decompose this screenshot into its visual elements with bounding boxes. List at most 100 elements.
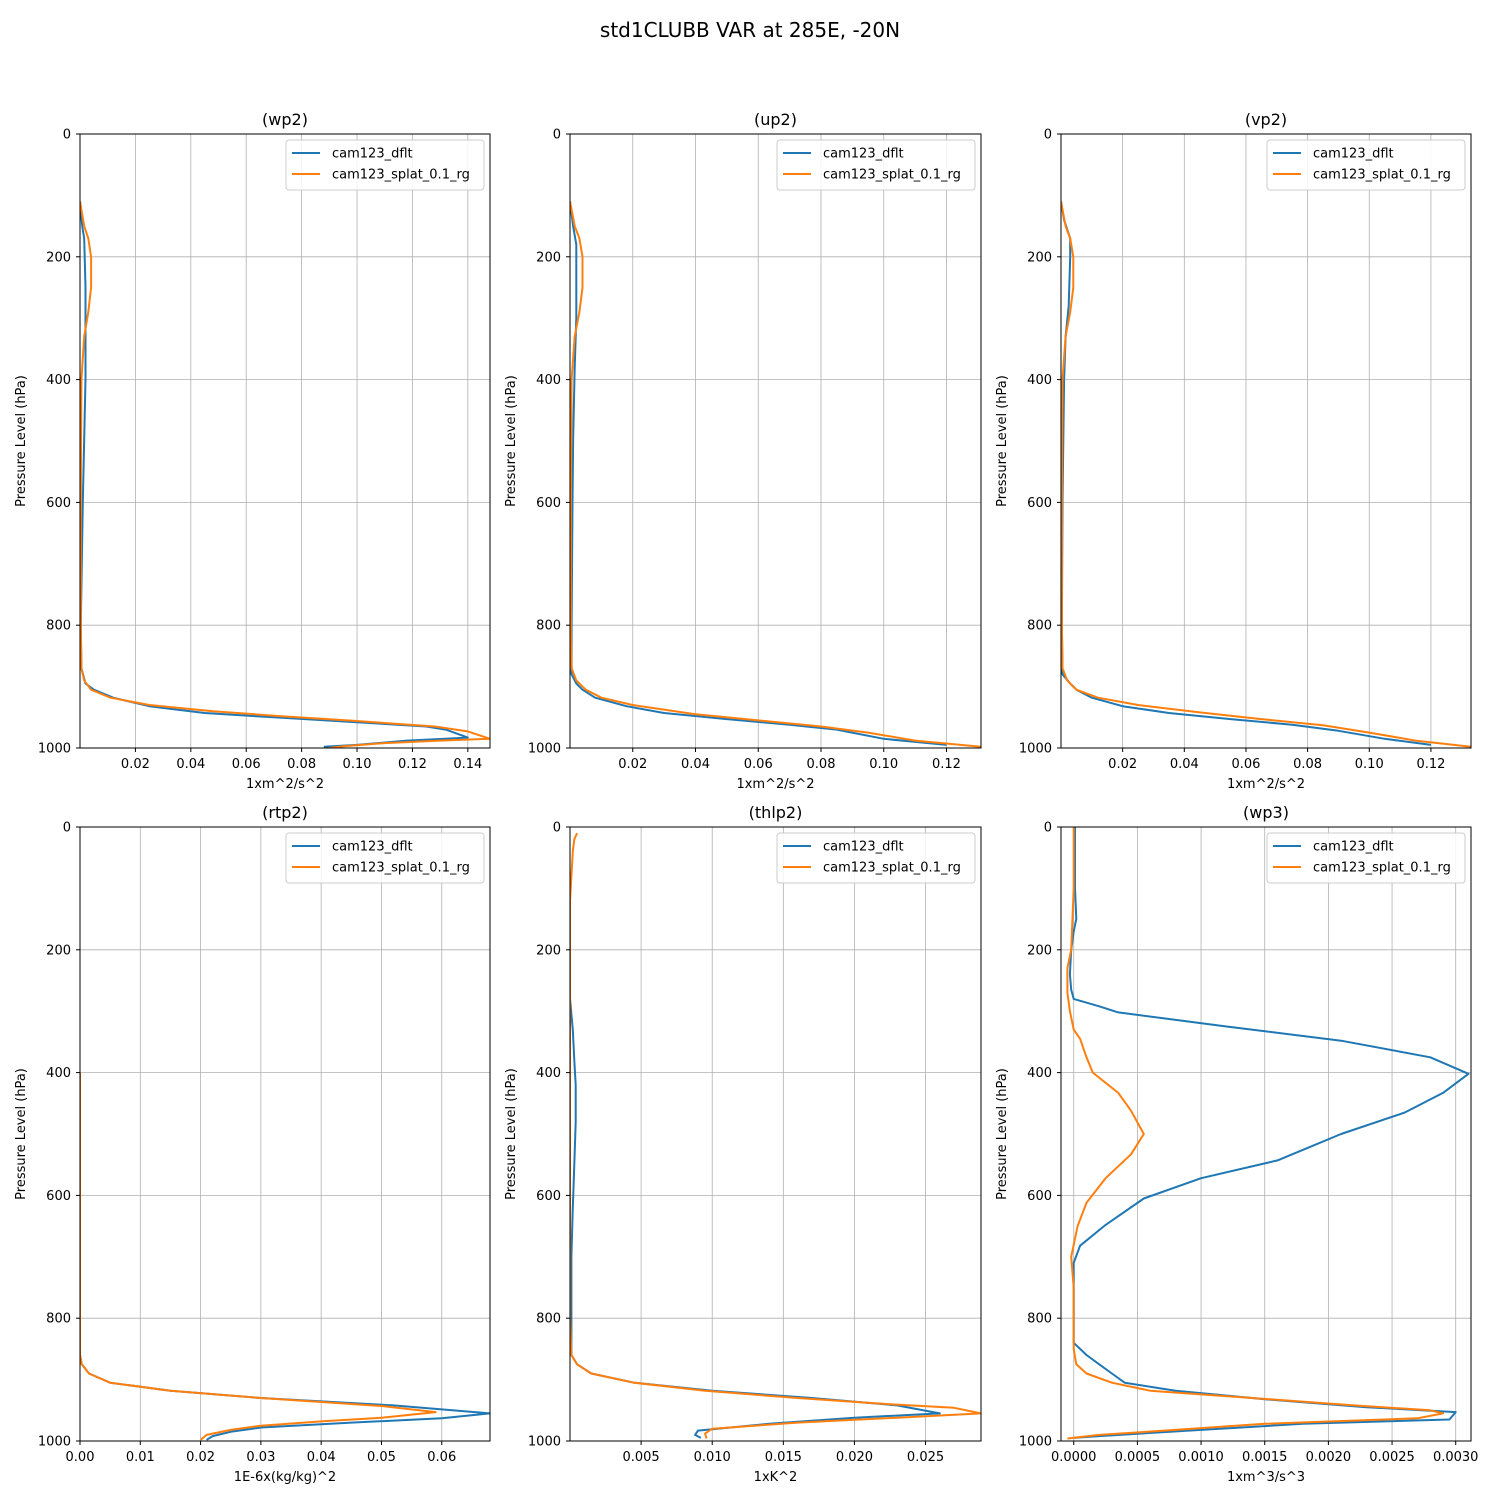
y-tick-label: 800 [1027, 619, 1052, 634]
legend-box [1266, 139, 1466, 191]
legend-box [285, 832, 485, 884]
legend-label: cam123_dflt [332, 840, 413, 855]
y-tick-label: 800 [46, 1312, 71, 1327]
x-tick-label: 0.0000 [1051, 1450, 1097, 1465]
plot-frame [79, 826, 491, 1442]
x-tick-label: 0.0030 [1433, 1450, 1479, 1465]
y-axis-label: Pressure Level (hPa) [504, 375, 519, 507]
x-axis-label: 1xm^2/s^2 [736, 777, 814, 792]
x-tick-label: 0.10 [343, 757, 372, 772]
x-tick-label: 0.12 [398, 757, 427, 772]
legend-box [776, 139, 976, 191]
x-tick-label: 0.02 [186, 1450, 215, 1465]
series-line-cam123_dflt [1068, 827, 1470, 1439]
plot-frame [1060, 826, 1472, 1442]
plot-frame [569, 133, 982, 749]
x-tick-label: 0.04 [1170, 757, 1199, 772]
y-tick-label: 1000 [1019, 1435, 1052, 1450]
x-axis-label: 1xm^2/s^2 [1227, 777, 1305, 792]
series-line-cam123_splat_0.1_rg [570, 832, 981, 1439]
legend-label: cam123_dflt [1313, 147, 1394, 162]
y-tick-label: 1000 [1019, 742, 1052, 757]
x-tick-label: 0.02 [1108, 757, 1137, 772]
x-tick-label: 0.025 [907, 1450, 944, 1465]
legend: cam123_dflt cam123_splat_0.1_rg [776, 832, 976, 884]
x-tick-label: 0.08 [1293, 757, 1322, 772]
series-line-cam123_dflt [570, 201, 947, 746]
x-tick-label: 0.02 [618, 757, 647, 772]
x-tick-label: 0.0020 [1306, 1450, 1352, 1465]
x-tick-label: 0.00 [66, 1450, 95, 1465]
x-tick-label: 0.05 [367, 1450, 396, 1465]
x-tick-label: 0.06 [427, 1450, 456, 1465]
y-tick-label: 200 [1027, 943, 1052, 958]
panel-up2: 0.02 0.04 0.06 0.08 0.10 0.12 0 200 400 600 800 100… [504, 110, 982, 792]
x-tick-label: 0.06 [232, 757, 261, 772]
panel-rtp2: 0.00 0.01 0.02 0.03 0.04 0.05 0.06 0 200 400 600 80… [14, 803, 491, 1485]
x-axis-label: 1E-6x(kg/kg)^2 [234, 1470, 336, 1485]
x-tick-label: 0.06 [744, 757, 773, 772]
x-axis-label: 1xK^2 [754, 1470, 798, 1485]
x-axis-label: 1xm^3/s^3 [1227, 1470, 1305, 1485]
figure-title: std1CLUBB VAR at 285E, -20N [600, 18, 900, 42]
panel-wp3: 0.0000 0.0005 0.0010 0.0015 0.0020 0.0025 0.00… [995, 803, 1478, 1485]
legend: cam123_dflt cam123_splat_0.1_rg [1266, 832, 1466, 884]
x-tick-label: 0.10 [869, 757, 898, 772]
y-tick-label: 400 [536, 373, 561, 388]
y-tick-label: 200 [46, 943, 71, 958]
y-tick-label: 1000 [528, 742, 561, 757]
panel-title: (wp2) [262, 110, 308, 129]
x-tick-label: 0.04 [307, 1450, 336, 1465]
x-tick-label: 0.0010 [1178, 1450, 1224, 1465]
y-tick-label: 800 [46, 619, 71, 634]
legend-label: cam123_splat_0.1_rg [823, 168, 961, 183]
series-line-cam123_splat_0.1_rg [570, 201, 981, 748]
y-tick-label: 400 [1027, 1066, 1052, 1081]
panel-vp2: 0.02 0.04 0.06 0.08 0.10 0.12 0 200 400 600 800 100… [995, 110, 1472, 792]
y-tick-label: 200 [1027, 250, 1052, 265]
panel-thlp2: 0.005 0.010 0.015 0.020 0.025 0 200 400 600 800 10… [504, 803, 982, 1485]
x-tick-label: 0.08 [287, 757, 316, 772]
x-tick-label: 0.08 [807, 757, 836, 772]
x-tick-label: 0.0005 [1115, 1450, 1161, 1465]
plot-frame [79, 133, 491, 749]
y-tick-label: 200 [46, 250, 71, 265]
x-tick-label: 0.04 [176, 757, 205, 772]
series-line-cam123_dflt [80, 201, 469, 748]
y-tick-label: 0 [1044, 821, 1052, 836]
panel-wp2: 0.02 0.04 0.06 0.08 0.10 0.12 0.14 0 200 400 600 80… [14, 110, 491, 792]
y-tick-label: 600 [1027, 496, 1052, 511]
y-tick-label: 200 [536, 943, 561, 958]
x-axis-label: 1xm^2/s^2 [246, 777, 324, 792]
series-line-cam123_splat_0.1_rg [1066, 827, 1444, 1440]
y-tick-label: 0 [553, 821, 561, 836]
legend-label: cam123_dflt [823, 147, 904, 162]
series-line-cam123_splat_0.1_rg [1061, 201, 1471, 748]
series-line-cam123_dflt [570, 998, 941, 1439]
y-tick-label: 400 [46, 373, 71, 388]
y-tick-label: 800 [536, 1312, 561, 1327]
x-tick-label: 0.01 [126, 1450, 155, 1465]
panel-title: (thlp2) [749, 803, 803, 822]
y-tick-label: 0 [553, 128, 561, 143]
y-axis-label: Pressure Level (hPa) [14, 1068, 29, 1200]
x-tick-label: 0.020 [836, 1450, 873, 1465]
x-tick-label: 0.04 [681, 757, 710, 772]
y-tick-label: 600 [46, 496, 71, 511]
legend-label: cam123_dflt [332, 147, 413, 162]
y-tick-label: 200 [536, 250, 561, 265]
x-tick-label: 0.0025 [1369, 1450, 1415, 1465]
panel-title: (rtp2) [262, 803, 308, 822]
x-tick-label: 0.10 [1355, 757, 1384, 772]
y-tick-label: 600 [46, 1189, 71, 1204]
y-tick-label: 0 [63, 128, 71, 143]
legend-box [776, 832, 976, 884]
panel-title: (up2) [754, 110, 797, 129]
y-tick-label: 600 [536, 496, 561, 511]
legend: cam123_dflt cam123_splat_0.1_rg [285, 832, 485, 884]
legend-label: cam123_splat_0.1_rg [1313, 861, 1451, 876]
y-axis-label: Pressure Level (hPa) [995, 1068, 1010, 1200]
y-tick-label: 600 [536, 1189, 561, 1204]
panel-title: (vp2) [1245, 110, 1287, 129]
